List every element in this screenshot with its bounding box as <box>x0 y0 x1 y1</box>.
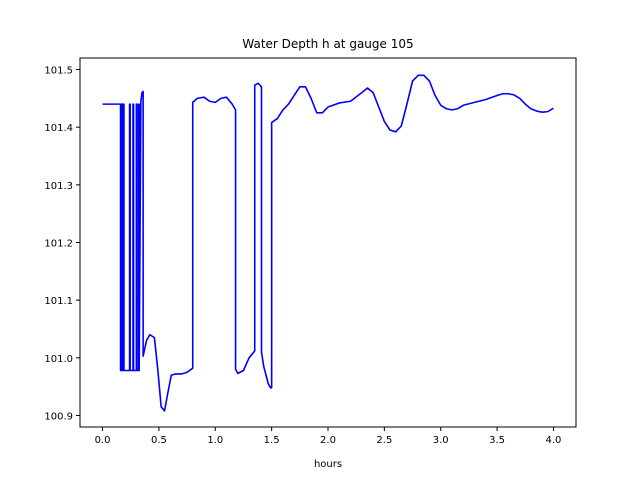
x-tick-label: 2.5 <box>376 435 392 446</box>
y-tick-label: 101.3 <box>44 181 73 192</box>
x-tick-label: 0.0 <box>95 435 111 446</box>
x-axis-ticks: 0.0 0.5 1.0 1.5 2.0 2.5 3.0 3.5 4.0 <box>95 427 562 446</box>
plot-area <box>102 74 554 412</box>
axes-frame <box>79 57 577 428</box>
y-axis-ticks: 100.9 101.0 101.1 101.2 101.3 101.4 101.5 <box>44 66 80 422</box>
chart-title: Water Depth h at gauge 105 <box>242 37 413 51</box>
x-tick-label: 1.0 <box>207 435 223 446</box>
y-tick-label: 101.5 <box>44 66 73 77</box>
x-tick-label: 2.0 <box>320 435 336 446</box>
x-tick-label: 4.0 <box>546 435 562 446</box>
y-tick-label: 101.2 <box>44 239 73 250</box>
x-axis-label: hours <box>314 459 342 470</box>
series-line-0 <box>102 74 554 412</box>
x-tick-label: 1.5 <box>264 435 280 446</box>
y-tick-label: 101.0 <box>44 354 73 365</box>
x-tick-label: 3.0 <box>433 435 449 446</box>
y-tick-label: 101.4 <box>44 123 73 134</box>
y-tick-label: 101.1 <box>44 296 73 307</box>
x-tick-label: 0.5 <box>151 435 167 446</box>
x-tick-label: 3.5 <box>489 435 505 446</box>
y-tick-label: 100.9 <box>44 411 73 422</box>
